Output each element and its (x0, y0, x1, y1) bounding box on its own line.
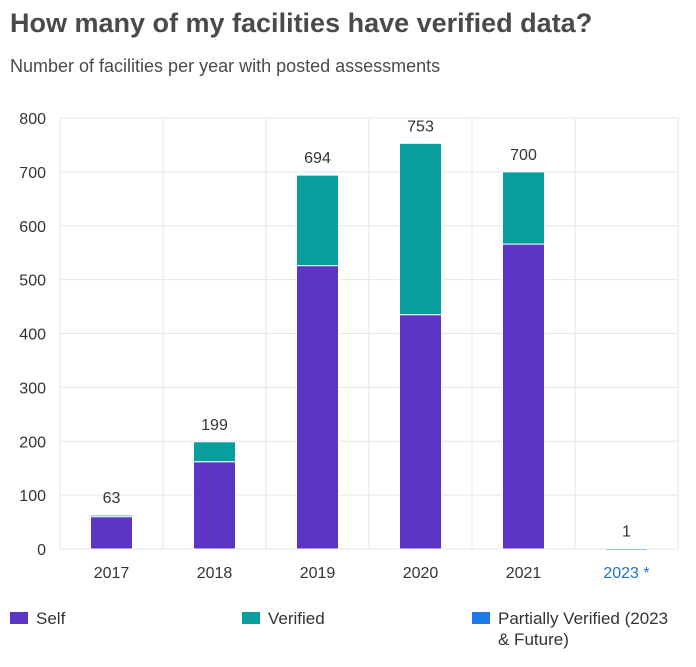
y-tick-label: 100 (19, 488, 46, 505)
x-tick-label: 2020 (403, 565, 439, 582)
legend-swatch-partially-verified (472, 612, 490, 624)
bar-verified (399, 142, 442, 316)
y-tick-label: 300 (19, 380, 46, 397)
legend-label-self: Self (36, 609, 66, 628)
y-tick-label: 400 (19, 327, 46, 344)
bar-total-label: 694 (304, 150, 331, 167)
x-tick-label: 2019 (300, 565, 336, 582)
chart-subtitle: Number of facilities per year with poste… (10, 56, 441, 76)
x-tick-label: 2023 * (603, 565, 649, 582)
bar-self (502, 243, 545, 550)
y-tick-label: 800 (19, 111, 46, 128)
bar-self (193, 461, 236, 550)
bar-self (296, 265, 339, 550)
bar-partial (605, 547, 648, 551)
legend-label-partially-verified-line1: Partially Verified (2023 (498, 609, 669, 628)
chart-title: How many of my facilities have verified … (10, 8, 593, 38)
bar-self (90, 516, 133, 550)
y-tick-label: 200 (19, 434, 46, 451)
bar-total-label: 753 (407, 118, 434, 135)
x-tick-label: 2021 (506, 565, 542, 582)
y-tick-label: 600 (19, 219, 46, 236)
legend-label-verified: Verified (268, 609, 325, 628)
legend-item-self[interactable]: Self (10, 608, 65, 629)
bar-verified (502, 171, 545, 245)
bar-total-label: 700 (510, 147, 537, 164)
legend-label-partially-verified: Partially Verified (2023 & Future) (498, 608, 668, 650)
legend-swatch-self (10, 612, 28, 624)
bar-total-label: 63 (103, 490, 121, 507)
legend-item-partially-verified[interactable]: Partially Verified (2023 & Future) (472, 608, 668, 650)
bar-total-label: 1 (622, 523, 631, 540)
legend-swatch-verified (242, 612, 260, 624)
y-tick-label: 700 (19, 165, 46, 182)
bar-verified (90, 514, 133, 518)
y-tick-label: 0 (37, 542, 46, 559)
bar-self (399, 314, 442, 550)
bar-verified (296, 174, 339, 267)
legend-item-verified[interactable]: Verified (242, 608, 325, 629)
x-tick-label: 2017 (94, 565, 130, 582)
x-tick-label: 2018 (197, 565, 233, 582)
bar-total-label: 199 (201, 417, 228, 434)
y-tick-label: 500 (19, 273, 46, 290)
legend-label-partially-verified-line2: & Future) (498, 630, 569, 649)
stacked-bar-chart: 0 100 200 300 400 500 600 700 800 63 2017 199 2018 69… (19, 111, 679, 582)
bar-verified (193, 441, 236, 463)
